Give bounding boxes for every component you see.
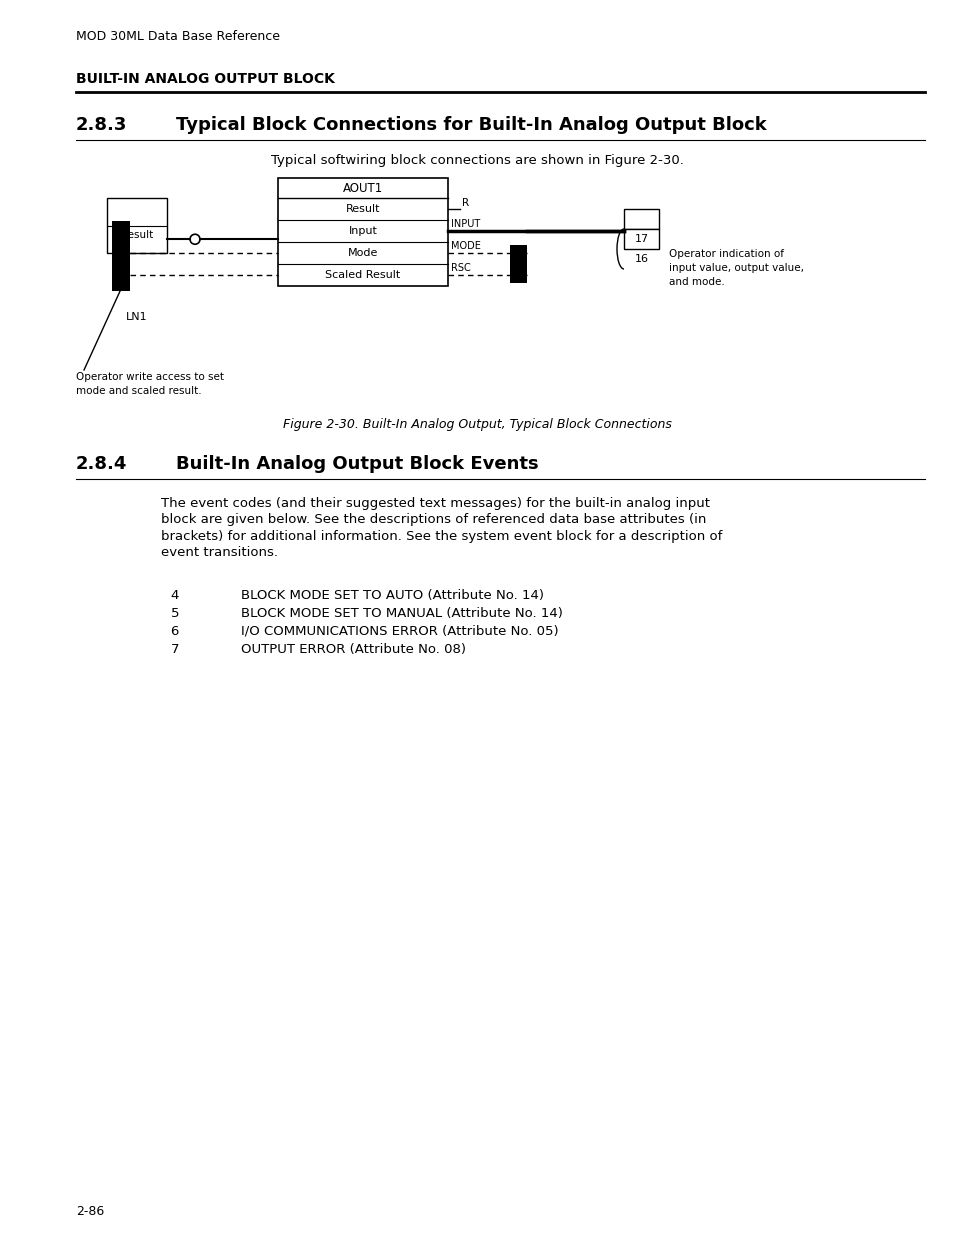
Text: 17: 17 bbox=[634, 233, 648, 243]
Text: Mode: Mode bbox=[348, 248, 377, 258]
Text: R: R bbox=[461, 198, 469, 207]
Text: block are given below. See the descriptions of referenced data base attributes (: block are given below. See the descripti… bbox=[161, 514, 705, 526]
Text: 2.8.3: 2.8.3 bbox=[76, 116, 128, 135]
Text: 7: 7 bbox=[171, 643, 179, 656]
Text: Scaled Result: Scaled Result bbox=[325, 270, 400, 280]
Text: BLOCK MODE SET TO MANUAL (Attribute No. 14): BLOCK MODE SET TO MANUAL (Attribute No. … bbox=[241, 606, 562, 620]
Text: Result: Result bbox=[345, 204, 380, 214]
Text: Figure 2-30. Built-In Analog Output, Typical Block Connections: Figure 2-30. Built-In Analog Output, Typ… bbox=[282, 417, 671, 431]
Bar bbox=[112, 221, 130, 291]
Bar bbox=[623, 228, 659, 249]
Text: MODE: MODE bbox=[451, 241, 480, 251]
Text: brackets) for additional information. See the system event block for a descripti: brackets) for additional information. Se… bbox=[161, 530, 721, 543]
Bar bbox=[107, 198, 167, 253]
Text: Input: Input bbox=[348, 226, 377, 236]
Bar bbox=[510, 245, 526, 283]
Text: I/O COMMUNICATIONS ERROR (Attribute No. 05): I/O COMMUNICATIONS ERROR (Attribute No. … bbox=[241, 625, 558, 638]
Text: 5: 5 bbox=[171, 606, 179, 620]
Text: The event codes (and their suggested text messages) for the built-in analog inpu: The event codes (and their suggested tex… bbox=[161, 496, 709, 510]
Text: Result: Result bbox=[121, 231, 153, 241]
Text: 2-86: 2-86 bbox=[76, 1205, 104, 1218]
Text: Operator write access to set
mode and scaled result.: Operator write access to set mode and sc… bbox=[76, 372, 224, 396]
Text: LN1: LN1 bbox=[126, 311, 148, 321]
Text: INPUT: INPUT bbox=[451, 219, 479, 228]
Text: AOUT1: AOUT1 bbox=[342, 182, 383, 194]
Bar bbox=[277, 178, 448, 287]
Text: 6: 6 bbox=[171, 625, 179, 638]
Text: OUTPUT ERROR (Attribute No. 08): OUTPUT ERROR (Attribute No. 08) bbox=[241, 643, 465, 656]
Text: Typical Block Connections for Built-In Analog Output Block: Typical Block Connections for Built-In A… bbox=[175, 116, 766, 135]
Text: event transitions.: event transitions. bbox=[161, 547, 277, 559]
Text: 4: 4 bbox=[171, 589, 179, 601]
Text: RSC: RSC bbox=[451, 263, 470, 273]
Text: 16: 16 bbox=[634, 253, 648, 263]
Bar bbox=[623, 209, 659, 228]
Text: 2.8.4: 2.8.4 bbox=[76, 454, 128, 473]
Text: MOD 30ML Data Base Reference: MOD 30ML Data Base Reference bbox=[76, 30, 280, 43]
Text: Typical softwiring block connections are shown in Figure 2-30.: Typical softwiring block connections are… bbox=[271, 154, 682, 167]
Text: BLOCK MODE SET TO AUTO (Attribute No. 14): BLOCK MODE SET TO AUTO (Attribute No. 14… bbox=[241, 589, 543, 601]
Text: Operator indication of
input value, output value,
and mode.: Operator indication of input value, outp… bbox=[668, 249, 803, 287]
Text: Built-In Analog Output Block Events: Built-In Analog Output Block Events bbox=[175, 454, 538, 473]
Text: BUILT-IN ANALOG OUTPUT BLOCK: BUILT-IN ANALOG OUTPUT BLOCK bbox=[76, 72, 335, 86]
